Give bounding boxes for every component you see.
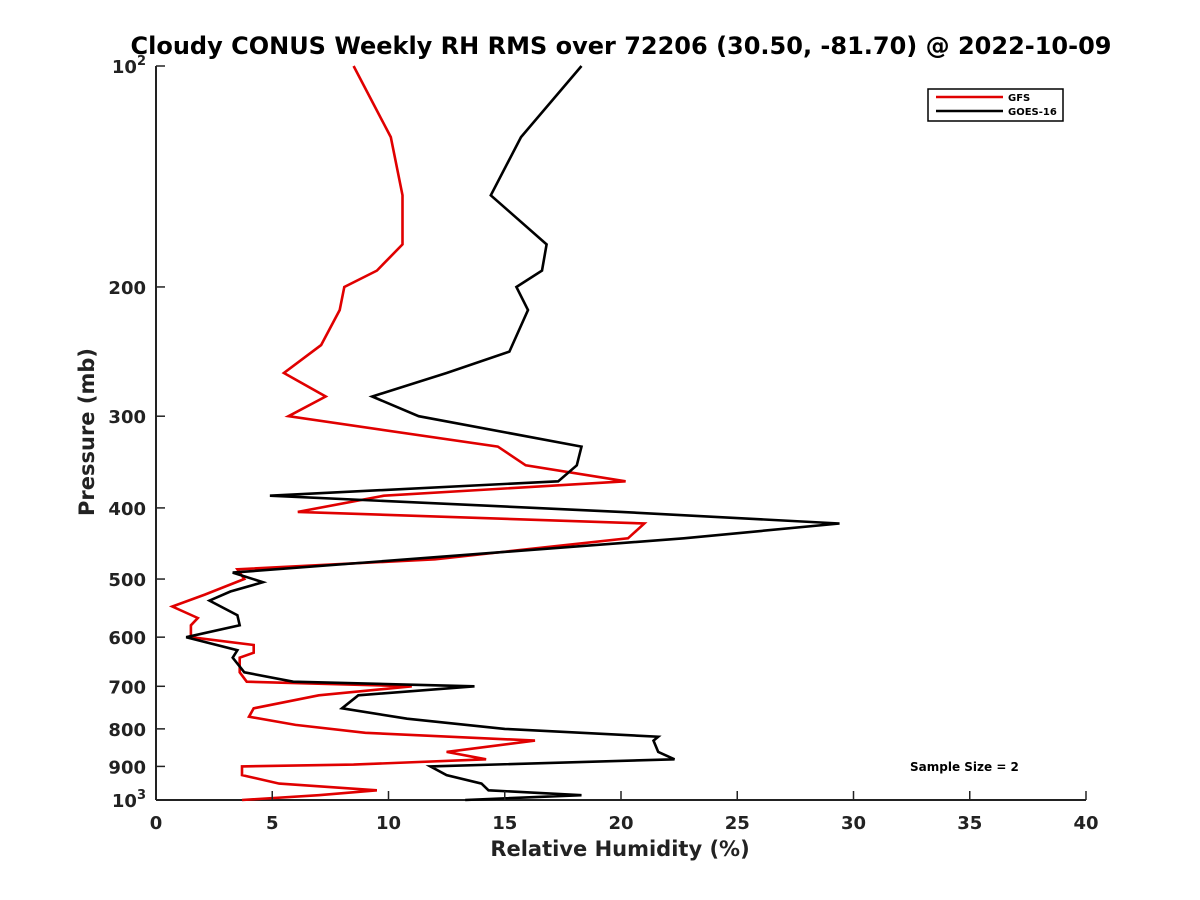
x-tick-label: 35 <box>957 813 982 834</box>
x-tick-label: 30 <box>841 813 866 834</box>
chart-title: Cloudy CONUS Weekly RH RMS over 72206 (3… <box>131 32 1112 60</box>
y-tick-label: 300 <box>108 407 146 428</box>
series-line-goes-16 <box>185 65 840 802</box>
legend-label-gfs: GFS <box>1008 93 1030 104</box>
x-tick-label: 5 <box>266 813 279 834</box>
ticks: 0 5 10 15 20 25 30 35 40 102 200 300 400 500 600 700 800… <box>108 54 1098 834</box>
legend: GFS GOES-16 <box>927 88 1064 122</box>
y-tick-label: 103 <box>112 788 146 812</box>
y-tick-label: 800 <box>108 720 146 741</box>
x-tick-label: 20 <box>608 813 633 834</box>
series-line-gfs <box>168 65 648 802</box>
x-tick-label: 15 <box>492 813 517 834</box>
x-tick-label: 40 <box>1073 813 1098 834</box>
y-tick-label: 700 <box>108 677 146 698</box>
y-tick-label: 600 <box>108 628 146 649</box>
y-tick-label: 200 <box>108 278 146 299</box>
y-tick-label: 400 <box>108 499 146 520</box>
x-tick-label: 0 <box>150 813 163 834</box>
legend-box <box>927 88 1064 122</box>
y-tick-label: 900 <box>108 757 146 778</box>
sample-size-annotation: Sample Size = 2 <box>910 760 1019 774</box>
series-lines <box>168 65 840 802</box>
x-axis-label: Relative Humidity (%) <box>490 837 749 861</box>
axes <box>155 66 1086 801</box>
y-tick-label: 102 <box>112 54 146 78</box>
y-tick-label: 500 <box>108 570 146 591</box>
legend-label-goes16: GOES-16 <box>1008 107 1057 118</box>
y-axis-label: Pressure (mb) <box>75 348 99 516</box>
x-tick-label: 10 <box>376 813 401 834</box>
x-tick-label: 25 <box>725 813 750 834</box>
